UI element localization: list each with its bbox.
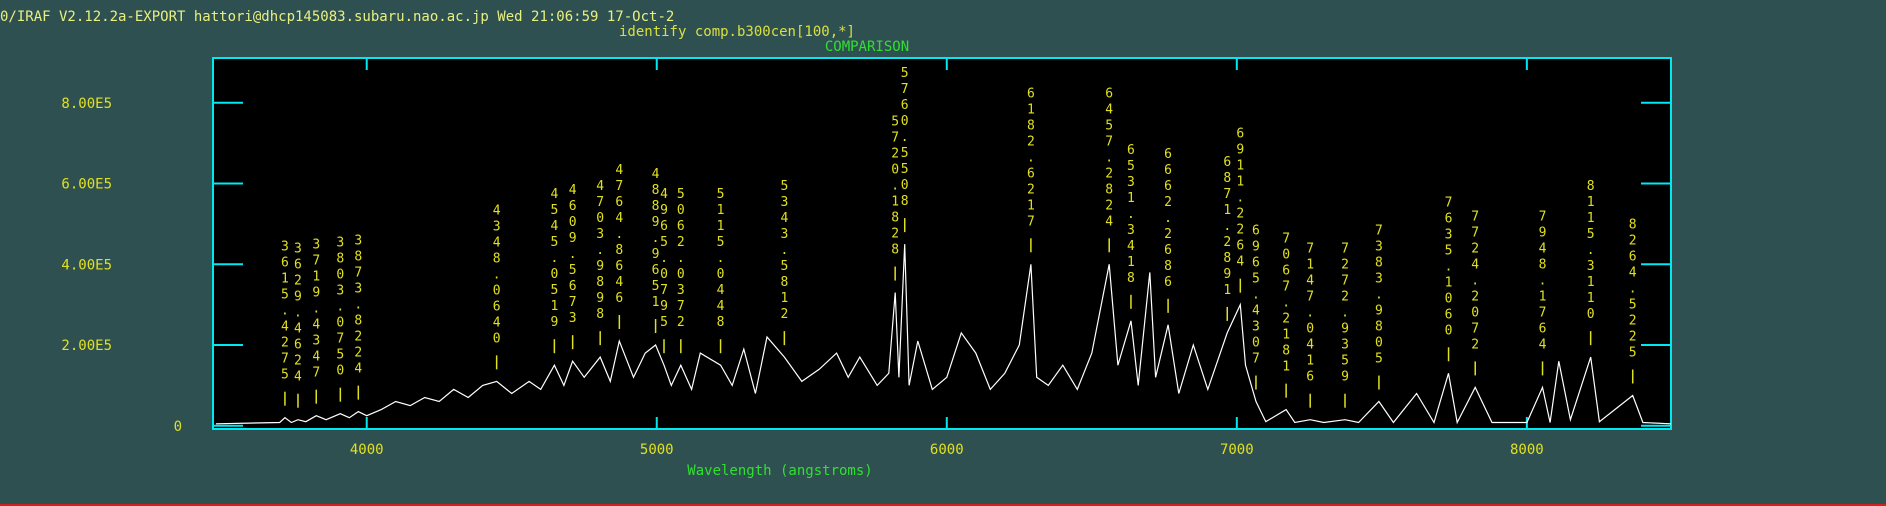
plot-frame bbox=[212, 57, 1672, 430]
line-label: 4609.5673 bbox=[565, 183, 580, 327]
line-label: 7272.9359 bbox=[1338, 242, 1353, 386]
line-label: 7948.1764 bbox=[1535, 209, 1550, 353]
y-tick-label: 8.00E5 bbox=[61, 96, 112, 112]
y-tick-label: 2.00E5 bbox=[61, 338, 112, 354]
chart-subtitle: COMPARISON bbox=[825, 39, 909, 55]
line-label: 7147.0416 bbox=[1303, 242, 1318, 386]
line-label: 4889.9651 bbox=[648, 167, 663, 311]
line-label: 5115.0448 bbox=[713, 187, 728, 331]
line-label: 4703.9898 bbox=[593, 179, 608, 323]
line-label: 8264.5225 bbox=[1625, 217, 1640, 361]
spectrum-line bbox=[215, 244, 1672, 425]
chart-title: identify comp.b300cen[100,*] bbox=[619, 24, 855, 40]
x-tick-label: 7000 bbox=[1220, 442, 1254, 458]
line-label: 7724.2072 bbox=[1468, 209, 1483, 353]
line-label: 8115.3110 bbox=[1583, 179, 1598, 323]
line-label: 5720.1828 bbox=[888, 115, 903, 259]
line-label: 6965.4307 bbox=[1248, 224, 1263, 368]
x-tick-label: 8000 bbox=[1510, 442, 1544, 458]
line-label: 5343.5812 bbox=[777, 179, 792, 323]
line-label: 7635.1060 bbox=[1441, 195, 1456, 339]
line-label: 3719.4347 bbox=[309, 238, 324, 382]
line-label: 3803.0750 bbox=[333, 236, 348, 380]
x-axis-label: Wavelength (angstroms) bbox=[687, 463, 872, 479]
line-label: 4348.0640 bbox=[489, 203, 504, 347]
x-tick-label: 4000 bbox=[350, 442, 384, 458]
line-label: 3873.8224 bbox=[351, 234, 366, 378]
line-label: 3629.4624 bbox=[290, 242, 305, 386]
line-label: 6871.2891 bbox=[1220, 155, 1235, 299]
y-tick-label: 6.00E5 bbox=[61, 177, 112, 193]
y-tick-label: 4.00E5 bbox=[61, 257, 112, 273]
line-label: 6662.2686 bbox=[1161, 147, 1176, 291]
line-label: 6457.2824 bbox=[1102, 86, 1117, 230]
x-tick-label: 5000 bbox=[640, 442, 674, 458]
line-label: 6182.6217 bbox=[1023, 86, 1038, 230]
x-tick-label: 6000 bbox=[930, 442, 964, 458]
status-line: 0/IRAF V2.12.2a-EXPORT hattori@dhcp14508… bbox=[0, 9, 674, 25]
line-label: 7383.9805 bbox=[1371, 224, 1386, 368]
line-label: 7067.2181 bbox=[1279, 232, 1294, 376]
line-label: 3615.4275 bbox=[277, 240, 292, 384]
line-label: 4545.0519 bbox=[547, 187, 562, 331]
line-label: 5062.0372 bbox=[673, 187, 688, 331]
line-label: 6531.3418 bbox=[1123, 143, 1138, 287]
line-label: 4965.0795 bbox=[657, 187, 672, 331]
line-label: 5760.5508 bbox=[897, 66, 912, 210]
y-tick-label: 0 bbox=[174, 419, 182, 435]
line-label: 6911.2264 bbox=[1233, 127, 1248, 271]
line-label: 4764.8646 bbox=[612, 163, 627, 307]
